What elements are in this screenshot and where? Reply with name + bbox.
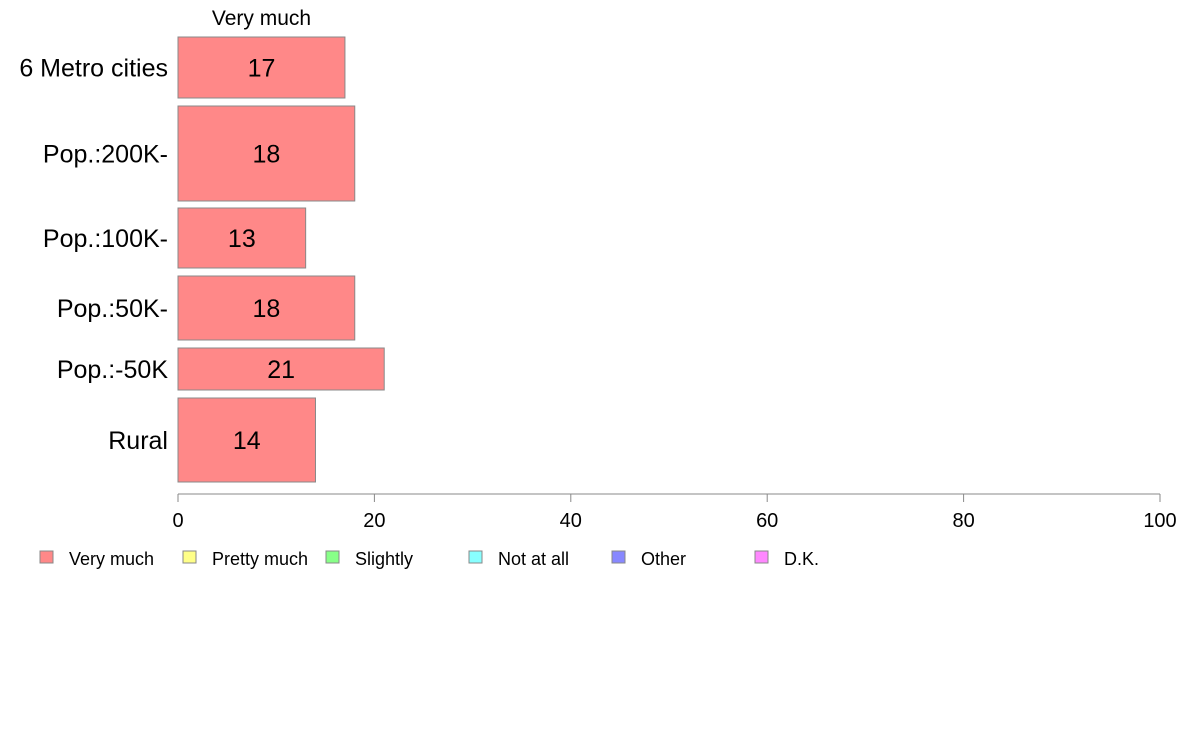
bar-segment [177,275,356,341]
x-tick-label: 80 [952,510,974,532]
legend-swatch [182,550,197,564]
legend-swatch [468,550,483,564]
x-tick-label: 0 [172,510,183,532]
legend-swatch [611,550,626,564]
bars-group: 17 18 13 18 21 14 [177,36,385,483]
x-tick-label: 40 [560,510,582,532]
category-label: Pop.:-50K [57,356,169,384]
legend-item-label: Not at all [498,549,569,569]
legend-swatch [39,550,54,564]
bar-value-label: 18 [252,295,280,323]
legend-item-label: Slightly [355,549,413,569]
bar-segment [177,207,307,269]
category-label: Pop.:100K- [43,225,168,253]
legend: Very much Pretty much Slightly Not at all Ot… [39,549,819,569]
category-label: Pop.:50K- [57,295,168,323]
bar-value-label: 18 [252,141,280,169]
x-tick-label: 20 [363,510,385,532]
bar-segment [177,105,356,202]
legend-swatch [754,550,769,564]
bar-value-label: 14 [233,427,261,455]
category-labels: 6 Metro cities Pop.:200K- Pop.:100K- Pop.:5… [19,55,168,456]
x-tick-label: 100 [1143,510,1176,532]
category-label: 6 Metro cities [19,55,168,83]
bar-segment [177,397,316,483]
legend-item-label: Very much [69,549,154,569]
category-label: Pop.:200K- [43,141,168,169]
bar-segment [177,347,385,391]
legend-swatch [325,550,340,564]
legend-item-label: Pretty much [212,549,308,569]
legend-item-label: Other [641,549,686,569]
legend-item-label: D.K. [784,549,819,569]
bar-value-label: 21 [267,356,295,384]
bar-value-label: 17 [248,55,276,83]
series-header-label: Very much [212,7,311,30]
x-tick-label: 60 [756,510,778,532]
x-axis: 0 20 40 60 80 100 [172,493,1177,532]
bar-segment [177,36,346,99]
category-label: Rural [108,427,168,455]
bar-value-label: 13 [228,225,256,253]
